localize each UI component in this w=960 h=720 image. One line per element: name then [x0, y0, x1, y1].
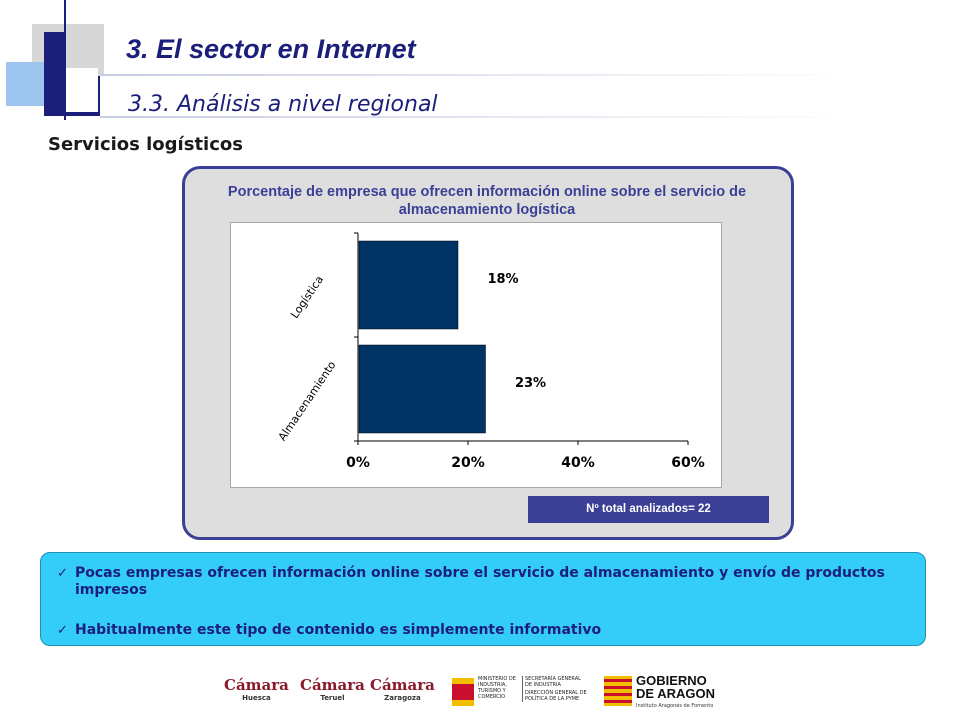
note-text: Pocas empresas ofrecen información onlin… [75, 565, 885, 598]
category-label: Almacenamiento [276, 359, 339, 444]
ministerio-logo: MINISTERIO DE INDUSTRIA, TURISMO Y COMER… [452, 674, 587, 710]
page-subtitle: 3.3. Análisis a nivel regional [128, 92, 438, 117]
x-tick-label: 20% [451, 455, 485, 471]
header-rule-top [100, 74, 860, 76]
category-label: Logística [288, 273, 326, 321]
data-label: 23% [515, 376, 546, 391]
chart-panel-title: Porcentaje de empresa que ofrecen inform… [227, 184, 747, 218]
checkmark-icon: ✓ [57, 566, 68, 581]
notes-box: ✓ Pocas empresas ofrecen información onl… [40, 552, 926, 646]
spain-shield-icon [452, 678, 474, 706]
x-tick-label: 60% [671, 455, 705, 471]
note-item: ✓ Pocas empresas ofrecen información onl… [57, 565, 915, 599]
header-rule-bottom [100, 116, 860, 118]
gobierno-aragon-logo: GOBIERNO DE ARAGON Instituto Aragonés de… [604, 672, 720, 714]
aragon-flag-icon [604, 676, 632, 706]
bar-chart: 0% 20% 40% 60% 18% Logística 23% Almacenamiento [276, 232, 705, 471]
camara-zaragoza-logo: Cámara Zaragoza [370, 676, 435, 702]
data-label: 18% [487, 272, 518, 287]
bar [358, 344, 486, 434]
bar [358, 240, 459, 330]
camara-huesca-logo: Cámara Huesca [224, 676, 289, 702]
section-title: Servicios logísticos [48, 134, 243, 155]
header-decoration-navy-bar [44, 32, 64, 116]
x-tick-label: 0% [346, 455, 370, 471]
x-tick-label: 40% [561, 455, 595, 471]
note-text: Habitualmente este tipo de contenido es … [75, 622, 602, 638]
note-item: ✓ Habitualmente este tipo de contenido e… [57, 622, 915, 639]
total-analyzed-badge: Nº total analizados= 22 [528, 496, 769, 523]
footer-logos: Cámara Huesca Cámara Teruel Cámara Zarag… [220, 672, 720, 716]
chart-area: 0% 20% 40% 60% 18% Logística 23% Almacenamiento [230, 222, 722, 488]
checkmark-icon: ✓ [57, 623, 68, 638]
page-title: 3. El sector en Internet [126, 34, 416, 64]
camara-teruel-logo: Cámara Teruel [300, 676, 365, 702]
header-decoration-white-square [66, 68, 98, 112]
header-decoration-vertical-line [64, 0, 66, 120]
